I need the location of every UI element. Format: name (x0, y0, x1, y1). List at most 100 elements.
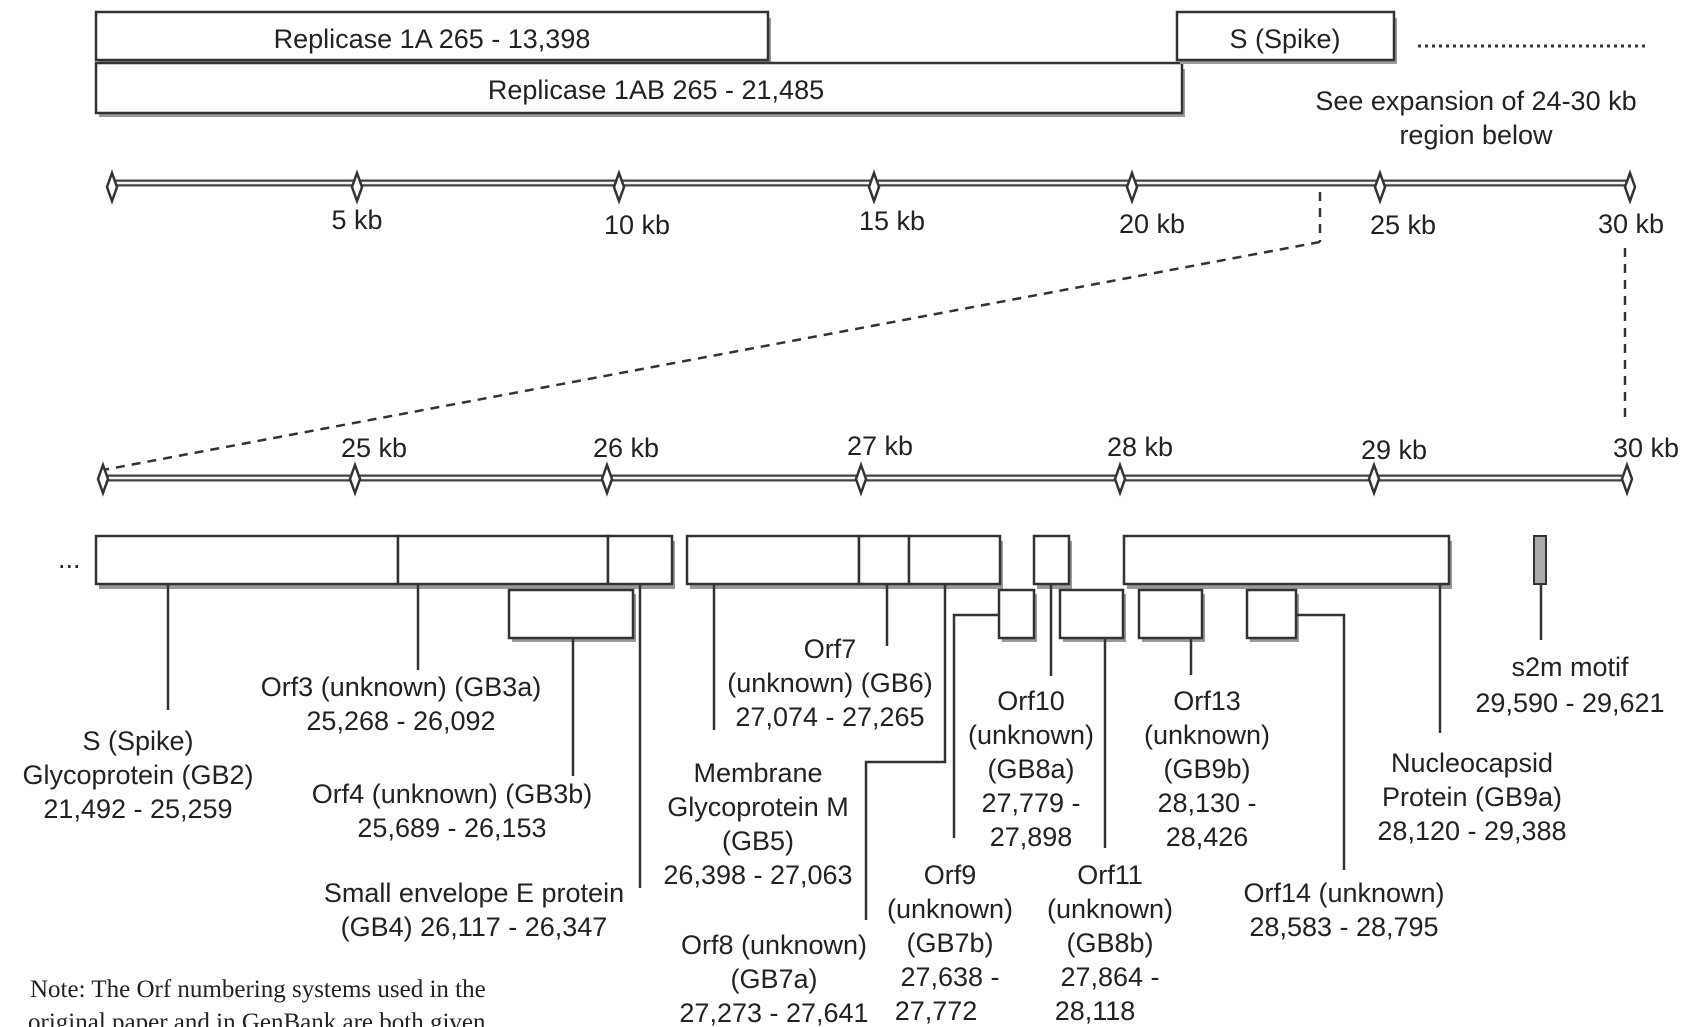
expansion-guide-diagonal (102, 240, 1321, 472)
label-orf3-1: Orf3 (unknown) (GB3a) (261, 672, 542, 702)
top-tick-label-10kb: 10 kb (604, 210, 670, 240)
label-orf9-4: 27,638 - (900, 962, 999, 992)
top-tick-10kb (612, 169, 626, 205)
label-nucleocapsid-1: Nucleocapsid (1391, 748, 1553, 778)
label-orf11-1: Orf11 (1077, 860, 1143, 890)
label-orf13-1: Orf13 (1173, 686, 1241, 716)
detail-tick-label-25kb: 25 kb (341, 433, 407, 463)
gene-box-s2m (1533, 535, 1547, 585)
label-spike-1: S (Spike) (82, 726, 193, 756)
label-orf10-4: 27,779 - (981, 788, 1080, 818)
label-orf13-3: (GB9b) (1163, 754, 1250, 784)
top-tick-25kb (1373, 169, 1387, 205)
gene-box-orf3 (396, 534, 610, 586)
top-tick-label-20kb: 20 kb (1119, 209, 1185, 239)
gene-labels: S (Spike) Glycoprotein (GB2) 21,492 - 25… (22, 634, 1664, 1027)
leader-orf9 (952, 613, 999, 838)
leader-orf8 (864, 584, 947, 920)
gene-box-orf10 (1032, 534, 1071, 586)
label-orf13-5: 28,426 (1166, 822, 1249, 852)
gene-box-orf14 (1245, 588, 1298, 640)
label-orf4-1: Orf4 (unknown) (GB3b) (312, 779, 593, 809)
gene-box-orf4 (507, 588, 635, 640)
gene-boxes: ... (58, 534, 1547, 642)
detail-tick-label-28kb: 28 kb (1107, 432, 1173, 462)
footnote: Note: The Orf numbering systems used in … (28, 976, 486, 1027)
label-nucleocapsid-3: 28,120 - 29,388 (1377, 816, 1566, 846)
detail-axis: 25 kb 26 kb 27 kb 28 kb 29 kb 30 kb (96, 431, 1679, 497)
label-orf10-1: Orf10 (997, 686, 1065, 716)
label-orf7-1: Orf7 (804, 634, 857, 664)
gene-box-membrane (685, 534, 861, 586)
gene-box-orf7 (857, 534, 911, 586)
label-orf11-4: 27,864 - (1060, 962, 1159, 992)
label-orf8-3: 27,273 - 27,641 (679, 998, 868, 1027)
label-membrane-1: Membrane (693, 758, 822, 788)
label-orf13-2: (unknown) (1144, 720, 1270, 750)
upstream-ellipsis: ... (58, 544, 81, 574)
leader-orf14 (1296, 613, 1346, 870)
label-orf9-2: (unknown) (887, 894, 1013, 924)
label-spike-2: Glycoprotein (GB2) (22, 760, 253, 790)
gene-box-orf8 (907, 534, 1002, 586)
label-orf14-2: 28,583 - 28,795 (1249, 912, 1438, 942)
detail-tick-26kb (600, 461, 614, 497)
gene-box-orf11 (1058, 588, 1125, 640)
detail-axis-start-marker (96, 461, 110, 497)
replicase-1a-box (94, 10, 770, 62)
expansion-note-line2: region below (1399, 120, 1553, 150)
spike-top-box (1175, 10, 1396, 62)
label-s2m-2: 29,590 - 29,621 (1475, 688, 1664, 718)
detail-tick-label-30kb: 30 kb (1613, 433, 1679, 463)
label-membrane-2: Glycoprotein M (667, 792, 849, 822)
gene-box-orf13 (1137, 588, 1204, 640)
footnote-line2: original paper and in GenBank are both g… (28, 1009, 486, 1027)
detail-tick-label-26kb: 26 kb (593, 433, 659, 463)
detail-tick-29kb (1367, 461, 1381, 497)
label-orf7-3: 27,074 - 27,265 (735, 702, 924, 732)
label-orf9-5: 27,772 (895, 996, 978, 1026)
label-orf11-3: (GB8b) (1066, 928, 1153, 958)
gene-box-e-protein (606, 534, 674, 586)
expansion-note-line1: See expansion of 24-30 kb (1315, 86, 1636, 116)
gene-box-orf9 (997, 588, 1036, 640)
detail-tick-30kb (1620, 461, 1634, 497)
detail-tick-label-29kb: 29 kb (1361, 435, 1427, 465)
label-e-protein-1: Small envelope E protein (324, 878, 624, 908)
label-orf9-3: (GB7b) (906, 928, 993, 958)
label-s2m-1: s2m motif (1511, 652, 1629, 682)
label-orf10-3: (GB8a) (987, 754, 1074, 784)
label-membrane-4: 26,398 - 27,063 (663, 860, 852, 890)
label-orf3-2: 25,268 - 26,092 (306, 706, 495, 736)
top-tick-15kb (867, 169, 881, 205)
top-tick-label-5kb: 5 kb (331, 205, 382, 235)
label-nucleocapsid-2: Protein (GB9a) (1382, 782, 1562, 812)
replicase-1ab-box (94, 61, 1184, 115)
label-orf8-1: Orf8 (unknown) (681, 930, 867, 960)
expansion-guides (102, 192, 1627, 472)
footnote-line1: Note: The Orf numbering systems used in … (30, 976, 486, 1003)
top-tick-20kb (1125, 169, 1139, 205)
top-tick-5kb (350, 169, 364, 205)
label-orf11-2: (unknown) (1047, 894, 1173, 924)
label-orf8-2: (GB7a) (730, 964, 817, 994)
top-tick-label-30kb: 30 kb (1598, 209, 1664, 239)
label-orf7-2: (unknown) (GB6) (727, 668, 933, 698)
label-e-protein-2: (GB4) 26,117 - 26,347 (341, 912, 608, 942)
top-genome-map: Replicase 1A 265 - 13,398 Replicase 1AB … (94, 10, 1664, 240)
label-orf10-5: 27,898 (990, 822, 1073, 852)
label-orf10-2: (unknown) (968, 720, 1094, 750)
top-tick-label-15kb: 15 kb (859, 206, 925, 236)
label-orf13-4: 28,130 - (1157, 788, 1256, 818)
detail-tick-27kb (854, 461, 868, 497)
gene-box-spike (94, 534, 400, 586)
replicase-1a-label: Replicase 1A 265 - 13,398 (274, 24, 591, 54)
top-tick-label-25kb: 25 kb (1370, 210, 1436, 240)
replicase-1ab-label: Replicase 1AB 265 - 21,485 (488, 75, 824, 105)
label-orf9-1: Orf9 (924, 860, 977, 890)
label-orf14-1: Orf14 (unknown) (1243, 878, 1444, 908)
detail-tick-28kb (1113, 461, 1127, 497)
label-spike-3: 21,492 - 25,259 (43, 794, 232, 824)
label-orf11-5: 28,118 (1055, 996, 1136, 1026)
